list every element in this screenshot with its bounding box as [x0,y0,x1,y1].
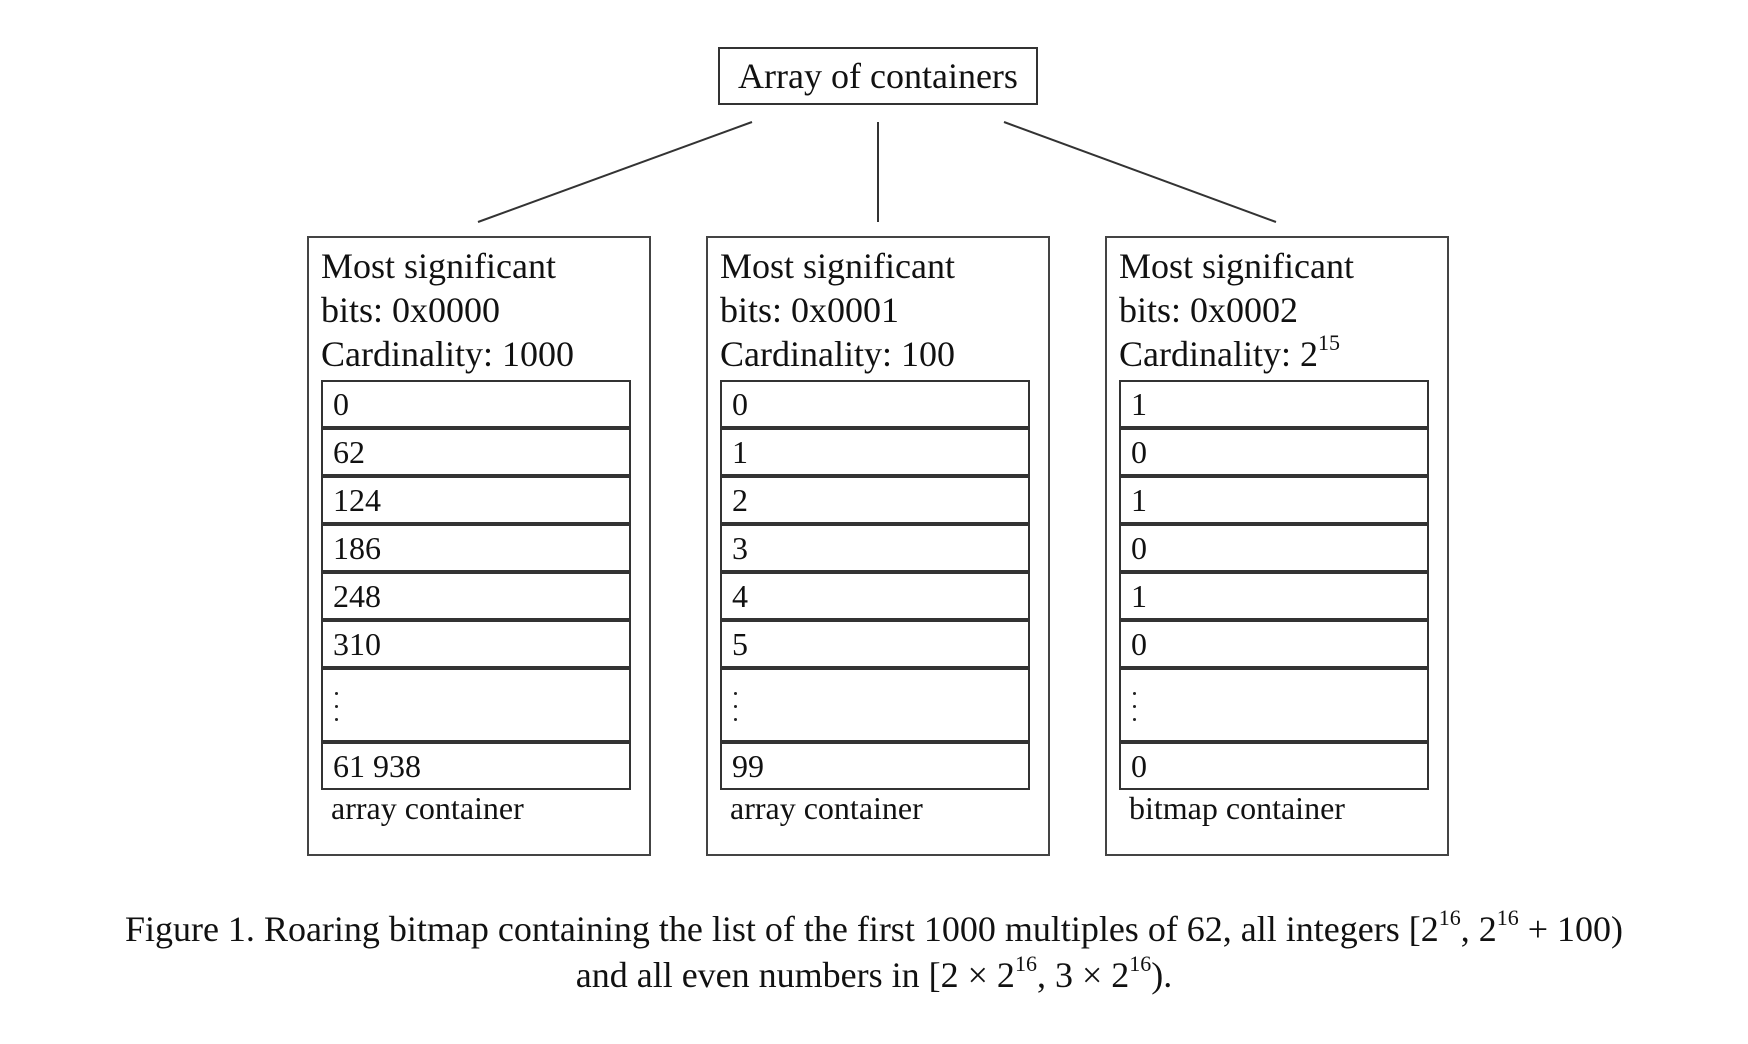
last-bit-cell: 0 [1119,742,1429,790]
bit-cell: 0 [1119,524,1429,572]
value-cell: 0 [720,380,1030,428]
value-cell: 3 [720,524,1030,572]
caption-line-2: and all even numbers in [2 × 216, 3 × 21… [0,952,1748,998]
bit-cell: 1 [1119,380,1429,428]
value-cell: 5 [720,620,1030,668]
cardinality-label: Cardinality: [1119,334,1300,374]
vertical-ellipsis-icon [1133,692,1137,726]
caption-exponent: 16 [1014,951,1037,976]
container-type-label: array container [730,790,923,826]
ellipsis-cell [1119,668,1429,742]
vertical-ellipsis-icon [734,692,738,726]
container-type-label: array container [331,790,524,826]
caption-text: and all even numbers in [2 × 2 [575,955,1015,995]
caption-text: Roaring bitmap containing the list of th… [263,909,1439,949]
value-cell: 124 [321,476,631,524]
cardinality-value: 2 [1299,334,1318,374]
header-line-2: bits: 0x0000 [321,290,501,330]
header-line-1: Most significant [1119,246,1354,286]
value-cell: 62 [321,428,631,476]
container-header: Most significant bits: 0x0001 Cardinalit… [720,244,955,376]
value-cell: 0 [321,380,631,428]
ellipsis-cell [720,668,1030,742]
figure-label: Figure 1. [124,909,255,949]
caption-text: + 100) [1518,909,1624,949]
cardinality-value: 100 [900,334,955,374]
caption-text: , 2 [1460,909,1497,949]
caption-exponent: 16 [1438,905,1461,930]
value-cell: 310 [321,620,631,668]
figure-caption: Figure 1. Roaring bitmap containing the … [0,906,1748,998]
container-type-label: bitmap container [1129,790,1345,826]
container-0x0001: Most significant bits: 0x0001 Cardinalit… [706,236,1050,856]
connector-left [477,121,753,223]
value-cells: 0 62 124 186 248 310 61 938 [321,380,631,790]
bitmap-cells: 1 0 1 0 1 0 0 [1119,380,1429,790]
cardinality-value: 1000 [501,334,574,374]
caption-text: , 3 × 2 [1036,955,1130,995]
bit-cell: 1 [1119,572,1429,620]
cardinality: Cardinality: 1000 [321,332,574,376]
cardinality: Cardinality: 100 [720,332,955,376]
cardinality-exponent: 15 [1317,330,1340,355]
container-header: Most significant bits: 0x0002 Cardinalit… [1119,244,1354,376]
caption-text: ). [1151,955,1173,995]
caption-exponent: 16 [1129,951,1152,976]
last-value-cell: 61 938 [321,742,631,790]
container-header: Most significant bits: 0x0000 Cardinalit… [321,244,574,376]
container-0x0002: Most significant bits: 0x0002 Cardinalit… [1105,236,1449,856]
value-cell: 1 [720,428,1030,476]
cardinality-label: Cardinality: [321,334,502,374]
vertical-ellipsis-icon [335,692,339,726]
last-value-cell: 99 [720,742,1030,790]
bit-cell: 0 [1119,620,1429,668]
root-node-array-of-containers: Array of containers [718,47,1038,105]
cardinality-label: Cardinality: [720,334,901,374]
header-line-2: bits: 0x0002 [1119,290,1299,330]
value-cells: 0 1 2 3 4 5 99 [720,380,1030,790]
connector-right [1003,121,1277,223]
value-cell: 186 [321,524,631,572]
value-cell: 248 [321,572,631,620]
caption-line-1: Figure 1. Roaring bitmap containing the … [0,906,1748,952]
value-cell: 4 [720,572,1030,620]
header-line-1: Most significant [321,246,556,286]
bit-cell: 1 [1119,476,1429,524]
header-line-2: bits: 0x0001 [720,290,900,330]
value-cell: 2 [720,476,1030,524]
caption-exponent: 16 [1496,905,1519,930]
bit-cell: 0 [1119,428,1429,476]
container-0x0000: Most significant bits: 0x0000 Cardinalit… [307,236,651,856]
ellipsis-cell [321,668,631,742]
header-line-1: Most significant [720,246,955,286]
cardinality: Cardinality: 215 [1119,332,1354,376]
